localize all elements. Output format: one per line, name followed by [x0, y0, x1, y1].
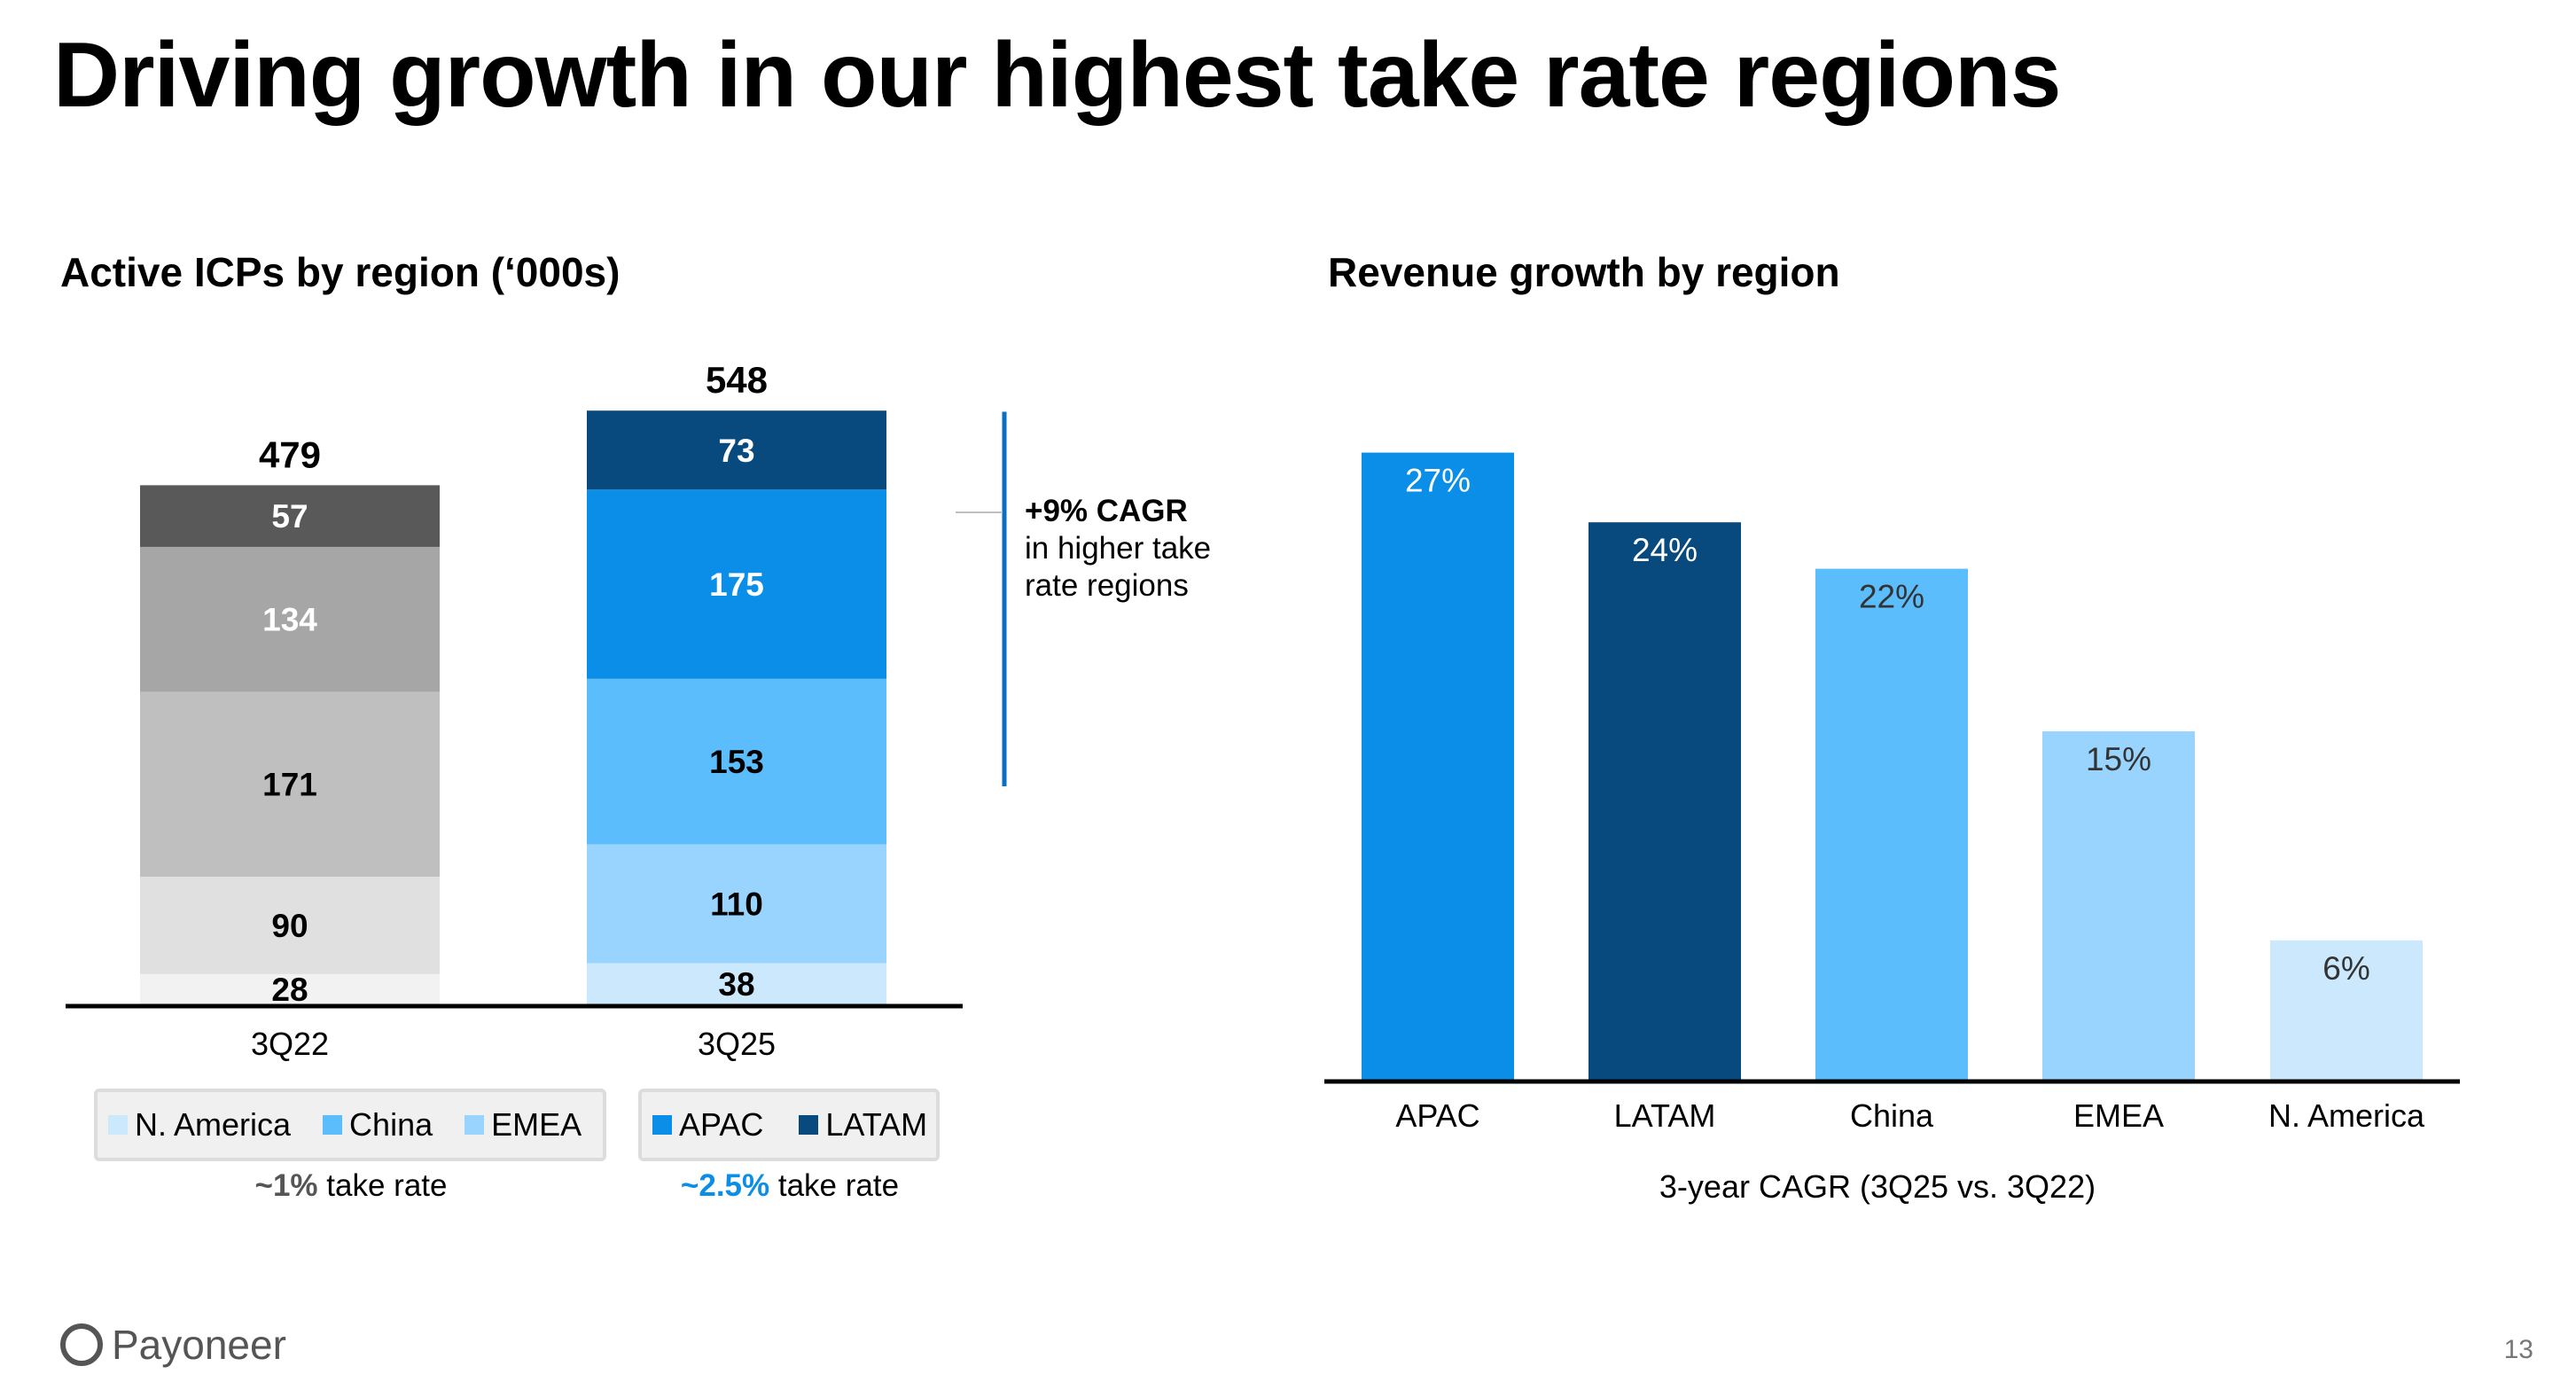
- bar-segment-3q22-emea: [140, 877, 440, 974]
- bar-segment-3q22-china: [140, 691, 440, 878]
- bar-segment-3q22-apac: [140, 546, 440, 692]
- legend-swatch-n-america: [108, 1115, 128, 1135]
- legend-swatch-china: [323, 1115, 343, 1135]
- data-label: 134: [262, 602, 317, 638]
- legend-swatch-latam: [799, 1115, 819, 1135]
- bar-china: [1815, 568, 1968, 1080]
- bar-segment-3q25-latam: [587, 410, 886, 490]
- cagr-callout-line3: rate regions: [1025, 568, 1189, 603]
- x-tick-label: 3Q25: [698, 1026, 776, 1062]
- bar-segment-3q22-latam: [140, 485, 440, 547]
- legend-label: China: [349, 1106, 433, 1143]
- legend-item-apac: APAC: [652, 1106, 763, 1144]
- legend-label: APAC: [679, 1106, 764, 1143]
- payoneer-logo-icon: [60, 1323, 103, 1366]
- x-tick-label: EMEA: [2073, 1097, 2164, 1134]
- legend-item-china: China: [323, 1106, 433, 1144]
- bar-segment-3q22-n-america: [140, 973, 440, 1004]
- legend-label: EMEA: [491, 1106, 582, 1143]
- left-chart-title: Active ICPs by region (‘000s): [60, 249, 621, 295]
- legend-label: LATAM: [825, 1106, 928, 1143]
- take-rate-low-suffix: take rate: [317, 1168, 448, 1203]
- data-label: 27%: [1405, 463, 1471, 499]
- take-rate-low: ~1% take rate: [255, 1168, 448, 1204]
- x-tick-label: APAC: [1395, 1097, 1479, 1134]
- bar-n-america: [2270, 940, 2423, 1080]
- legend-item-emea: EMEA: [464, 1106, 582, 1144]
- total-label: 548: [706, 359, 768, 401]
- total-label: 479: [259, 433, 321, 475]
- data-label: 24%: [1632, 532, 1698, 568]
- legend-item-latam: LATAM: [799, 1106, 927, 1144]
- page-number: 13: [2503, 1335, 2533, 1364]
- logo-text: Payoneer: [112, 1322, 286, 1368]
- bar-segment-3q25-n-america: [587, 963, 886, 1004]
- data-label: 57: [271, 498, 308, 535]
- legend-swatch-emea: [464, 1115, 485, 1135]
- data-label: 110: [710, 886, 763, 923]
- data-label: 73: [718, 433, 754, 469]
- bar-segment-3q25-emea: [587, 844, 886, 964]
- right-chart-title: Revenue growth by region: [1328, 249, 1840, 295]
- x-tick-label: 3Q22: [251, 1026, 329, 1062]
- take-rate-low-value: ~1%: [254, 1168, 318, 1203]
- legend-item-n-america: N. America: [108, 1106, 291, 1144]
- bar-latam: [1589, 522, 1741, 1080]
- right-chart-xlabel: 3-year CAGR (3Q25 vs. 3Q22): [1659, 1168, 2096, 1205]
- data-label: 38: [718, 966, 754, 1003]
- page-title: Driving growth in our highest take rate …: [53, 24, 2061, 127]
- data-label: 15%: [2086, 741, 2151, 777]
- data-label: 175: [709, 566, 764, 603]
- legend-high-take-rate: APAC LATAM: [638, 1089, 940, 1161]
- data-label: 171: [262, 767, 317, 803]
- x-tick-label: LATAM: [1614, 1097, 1716, 1134]
- data-label: 28: [271, 972, 308, 1008]
- cagr-callout-headline: +9% CAGR: [1025, 494, 1188, 528]
- bar-segment-3q25-china: [587, 678, 886, 845]
- x-tick-label: China: [1850, 1097, 1934, 1134]
- data-label: 22%: [1859, 579, 1924, 615]
- data-label: 153: [709, 744, 764, 780]
- bar-emea: [2042, 731, 2195, 1080]
- cagr-callout-line2: in higher take: [1025, 531, 1212, 566]
- take-rate-high-suffix: take rate: [769, 1168, 900, 1203]
- payoneer-logo: Payoneer: [59, 1321, 286, 1369]
- take-rate-high: ~2.5% take rate: [681, 1168, 899, 1204]
- bar-segment-3q25-apac: [587, 489, 886, 679]
- bar-apac: [1362, 452, 1514, 1081]
- data-label: 90: [271, 908, 308, 944]
- x-tick-label: N. America: [2268, 1097, 2425, 1134]
- legend-swatch-apac: [652, 1115, 672, 1135]
- legend-label: N. America: [135, 1106, 292, 1143]
- data-label: 6%: [2322, 950, 2369, 987]
- cagr-callout: +9% CAGR in higher take rate regions: [1025, 493, 1211, 605]
- legend-low-take-rate: N. America China EMEA: [94, 1089, 606, 1161]
- take-rate-high-value: ~2.5%: [680, 1168, 770, 1203]
